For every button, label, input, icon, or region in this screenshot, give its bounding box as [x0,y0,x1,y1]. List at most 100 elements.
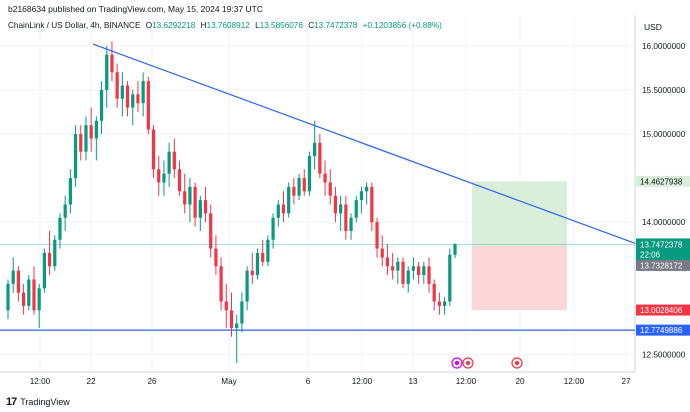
time-tick-label: 12:00 [564,377,585,386]
candle-body [198,200,202,218]
candle-body [313,142,317,157]
price-tick-label: 14.0000000 [642,218,686,227]
low-value: 13.5856076 [259,21,303,30]
time-tick-label: 12:00 [456,377,477,386]
close-value: 13.7472378 [314,21,358,30]
candle-body [287,186,291,214]
candle-body [391,266,395,271]
candle-body [240,301,244,324]
candle-body [120,85,124,99]
open-value: 13.6292218 [152,21,196,30]
footer-brand[interactable]: 17 TradingView [6,396,70,408]
symbol-label[interactable]: ChainLink / US Dollar, 4h, BINANCE [8,21,141,30]
candle-body [297,178,301,196]
candle-body [37,288,41,311]
candle-body [162,173,166,183]
candle-body [146,81,150,130]
high-value: 13.7608912 [206,21,250,30]
candle-body [318,142,322,174]
tradingview-logo-icon: 17 [6,396,17,408]
candle-body [375,222,379,249]
ohlc-legend: ChainLink / US Dollar, 4h, BINANCE O13.6… [8,21,442,30]
candle-body [219,266,223,302]
event-markers [451,357,523,369]
price-tick-label: 16.0000000 [642,42,686,51]
candle-body [349,217,353,231]
last-price-label: 13.7472378 [640,240,683,249]
candle-body [177,169,182,192]
candle-body [84,125,88,152]
descending-trendline [92,43,636,244]
candle-body [79,134,83,152]
candle-body [385,257,390,267]
candle-body [125,85,130,108]
candle-body [32,279,36,311]
target-price-label-box [636,175,690,187]
candle-body [266,239,270,262]
candle-body [292,186,296,196]
price-tick-label: 15.5000000 [642,86,686,95]
candle-body [167,151,171,174]
stop-price-label-box [636,304,690,316]
candle-body [27,279,31,306]
time-tick-label: 26 [147,377,157,386]
price-tick-label: 12.5000000 [642,350,686,359]
last-price-box [636,238,690,261]
candle-body [229,310,234,328]
time-tick-label: May [221,377,237,386]
entry-price-label-box [636,259,690,271]
candle-body [172,151,176,170]
candle-body [261,253,265,262]
event-marker-dot [514,360,520,366]
candle-body [89,125,93,139]
candle-body [131,94,135,108]
candle-body [380,248,384,258]
drawing-lines [0,43,636,331]
candle-body [73,134,78,179]
candle-body [276,204,280,218]
candle-body [370,186,374,223]
published-header: b2168634 published on TradingView.com, M… [8,4,264,14]
event-marker-dot [454,360,460,366]
time-axis: 12:00 22 26 May 6 12:00 13 12:00 20 12:00 27 [30,377,631,386]
time-tick-label: 20 [515,377,525,386]
candle-body [396,261,400,271]
candle-body [183,191,187,205]
candle-body [58,217,62,240]
brand-name: TradingView [20,397,70,407]
candle-body [442,301,447,306]
candle-body [271,217,275,240]
support-price-label: 12.7749886 [640,326,683,335]
candle-body [115,72,119,99]
candle-body [432,283,436,302]
candle-body [16,270,21,293]
candles [6,41,457,364]
currency-label[interactable]: USD [644,22,662,32]
candle-body [6,283,10,311]
target-price-label: 14.4627938 [640,177,683,186]
time-tick-label: 12:00 [352,377,373,386]
candle-body [365,186,369,192]
candle-body [105,54,109,90]
entry-price-label: 13.7328172 [640,261,683,270]
candle-body [245,270,249,302]
event-marker-dot [465,360,471,366]
candle-body [323,173,327,183]
candle-body [214,248,218,267]
candle-body [354,200,358,218]
time-tick-label: 27 [621,377,631,386]
candle-body [359,191,364,201]
candle-body [141,81,145,104]
candle-body [209,213,213,249]
candle-body [302,178,306,192]
countdown-label: 22:06 [640,250,661,259]
candle-body [281,204,286,214]
candle-body [68,178,72,205]
time-tick-label: 22 [86,377,96,386]
candle-body [188,186,192,205]
candle-body [151,129,156,170]
candle-body [328,182,332,196]
candle-body [63,204,67,218]
stop-price-label: 13.0028406 [640,306,683,315]
